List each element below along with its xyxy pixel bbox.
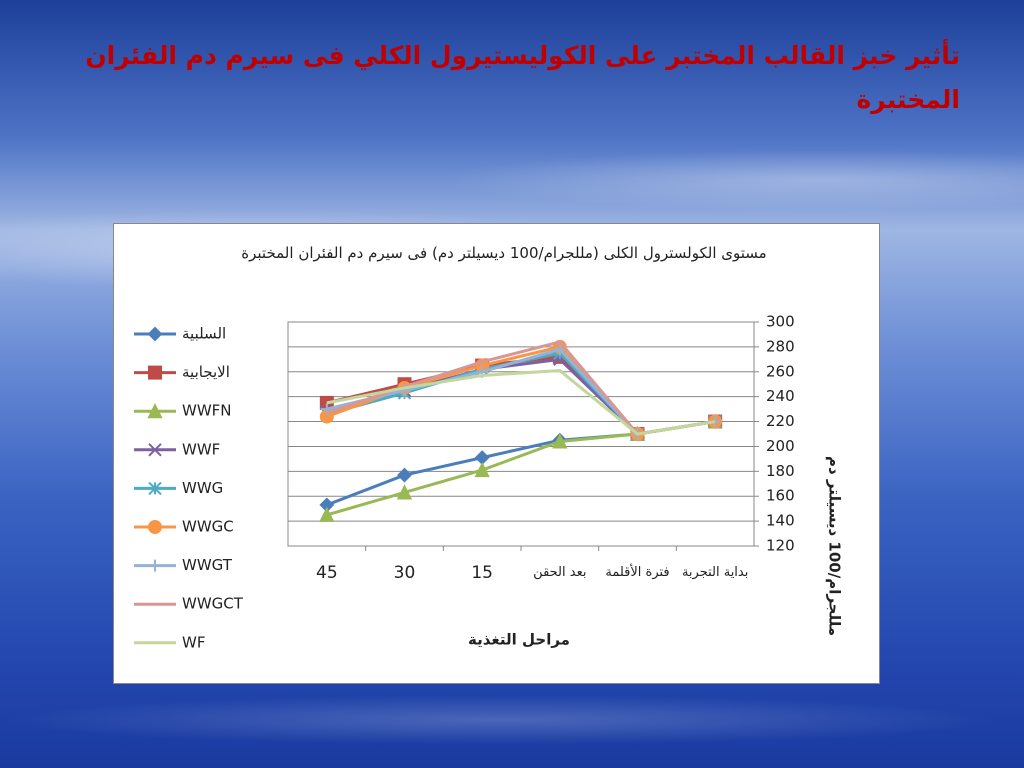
chart-title: مستوى الكولسترول الكلى (مللجرام/100 ديسي…	[241, 244, 767, 262]
data-point	[397, 467, 412, 483]
data-point	[552, 433, 568, 449]
y-tick-label: 140	[766, 512, 795, 530]
legend-label: WWGT	[182, 556, 233, 574]
x-tick-label: بعد الحقن	[533, 565, 587, 580]
y-tick-label: 300	[766, 313, 795, 331]
series-line	[326, 420, 716, 507]
series-line	[326, 420, 716, 517]
legend-marker	[148, 520, 162, 534]
y-tick-label: 120	[766, 537, 795, 555]
chart-box: مستوى الكولسترول الكلى (مللجرام/100 ديسي…	[113, 223, 880, 684]
x-tick-label: 15	[471, 563, 493, 583]
data-point	[474, 450, 490, 466]
x-tick-label: فترة الأقلمة	[605, 565, 670, 580]
x-axis-label: مراحل التغذية	[468, 631, 570, 649]
series-line	[326, 368, 716, 436]
legend-label: WWG	[182, 479, 223, 497]
y-axis-label: مللجرام/100 ديسيلتر دم	[826, 456, 844, 636]
legend-label: WF	[182, 633, 205, 651]
legend-marker	[149, 559, 161, 572]
y-tick-label: 200	[766, 437, 795, 455]
legend-label: WWGC	[182, 518, 234, 536]
data-point	[553, 343, 566, 356]
x-tick-label: 45	[316, 563, 338, 583]
x-tick-label: 30	[393, 563, 416, 583]
legend-marker	[148, 443, 162, 457]
legend-label: WWF	[182, 440, 220, 458]
legend-label: WWFN	[182, 402, 232, 420]
legend-marker	[148, 365, 162, 380]
legend-marker	[147, 326, 163, 342]
x-tick-label: بداية التجربة	[681, 565, 749, 580]
y-tick-label: 260	[766, 362, 795, 380]
y-tick-label: 220	[766, 412, 795, 430]
legend-marker	[148, 481, 162, 496]
data-point	[396, 484, 413, 500]
y-tick-label: 180	[766, 462, 795, 480]
chart: مللجرام/100 ديسيلتر دم مراحل التغذية 120…	[134, 313, 844, 651]
legend-label: الايجابية	[182, 363, 230, 381]
y-tick-label: 280	[766, 337, 795, 355]
data-point	[320, 403, 333, 416]
legend-marker	[147, 402, 163, 419]
y-tick-label: 160	[766, 487, 795, 505]
data-point	[319, 506, 335, 522]
legend-label: السلبية	[182, 325, 226, 343]
data-point	[474, 461, 490, 478]
y-tick-label: 240	[766, 387, 795, 405]
legend-label: WWGCT	[182, 595, 244, 613]
slide-title: تأثير خبز القالب المختبر على الكوليستيرو…	[85, 41, 960, 114]
